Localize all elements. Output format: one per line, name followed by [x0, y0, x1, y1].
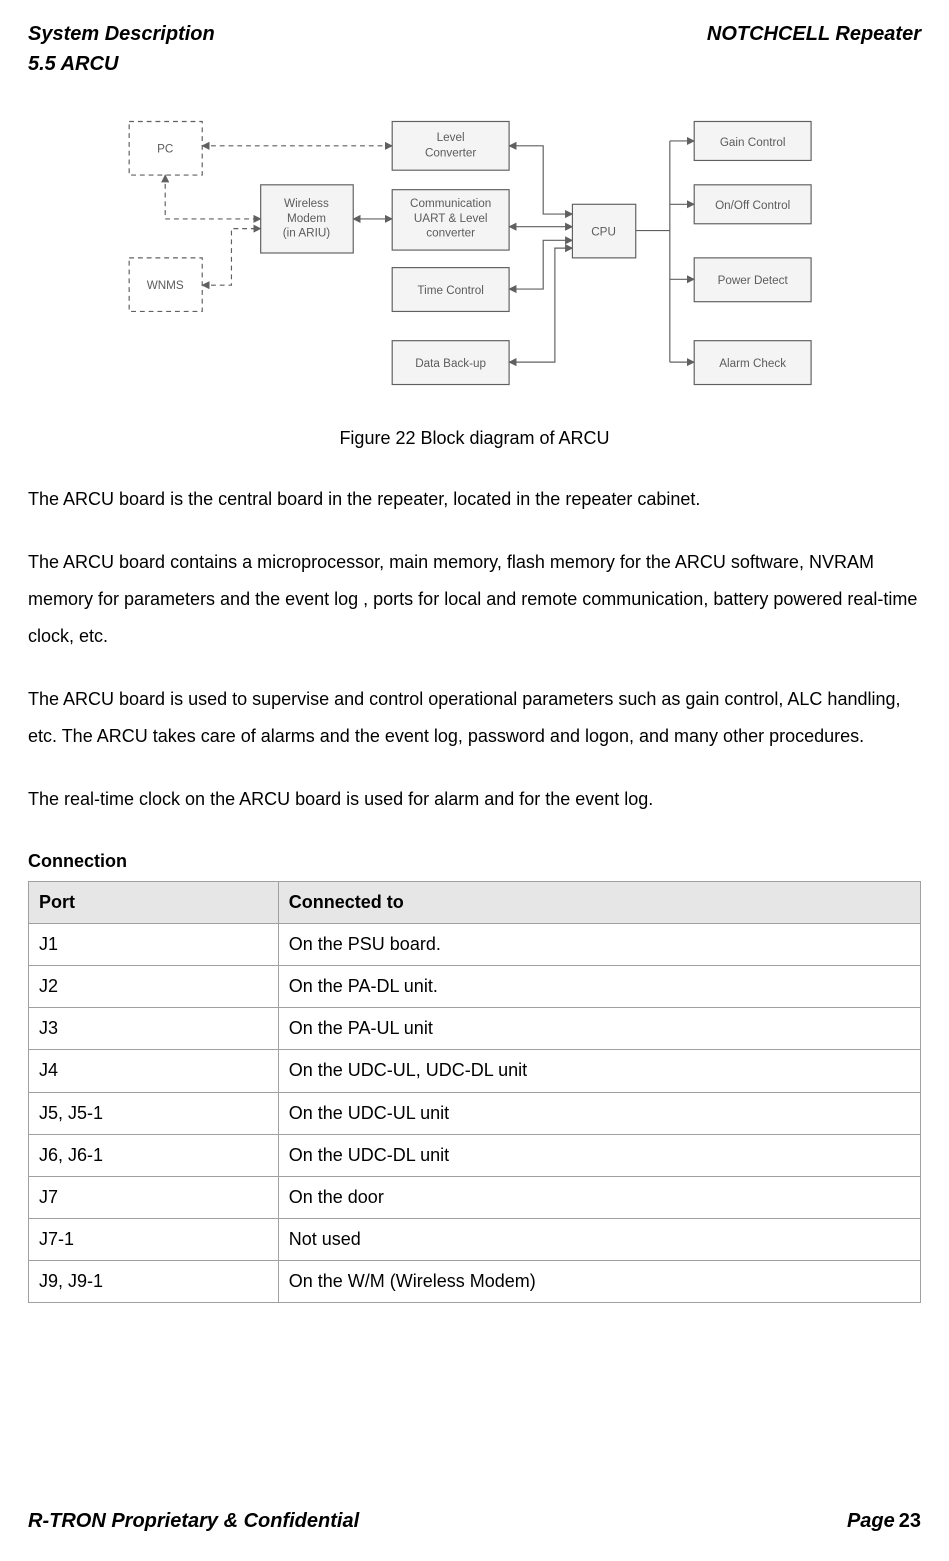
node-comm-line2: UART & Level: [413, 212, 487, 225]
node-backup: Data Back-up: [392, 341, 509, 385]
node-comm-line1: Communication: [410, 197, 491, 210]
cell-port: J5, J5-1: [29, 1092, 279, 1134]
node-wm: Wireless Modem (in ARIU): [260, 185, 353, 253]
table-row: J6, J6-1 On the UDC-DL unit: [29, 1134, 921, 1176]
table-header-row: Port Connected to: [29, 881, 921, 923]
footer-page: Page23: [847, 1507, 921, 1535]
edge-wnms-wm: [202, 229, 260, 286]
node-gain: Gain Control: [694, 121, 811, 160]
page-header: System Description NOTCHCELL Repeater: [28, 20, 921, 48]
edge-lvl-cpu: [509, 146, 572, 214]
node-power-label: Power Detect: [717, 274, 788, 287]
paragraph: The ARCU board is the central board in t…: [28, 481, 921, 518]
footer-page-number: 23: [899, 1510, 921, 1532]
node-pc-label: PC: [157, 143, 173, 156]
node-wnms: WNMS: [129, 258, 202, 312]
node-time-label: Time Control: [417, 284, 483, 297]
node-alarm: Alarm Check: [694, 341, 811, 385]
table-row: J5, J5-1 On the UDC-UL unit: [29, 1092, 921, 1134]
node-gain-label: Gain Control: [719, 136, 785, 149]
node-wnms-label: WNMS: [146, 279, 183, 292]
cell-port: J2: [29, 965, 279, 1007]
page: System Description NOTCHCELL Repeater 5.…: [0, 0, 949, 1561]
paragraph: The ARCU board is used to supervise and …: [28, 681, 921, 755]
body-text: The ARCU board is the central board in t…: [28, 481, 921, 843]
cell-connected: On the UDC-UL, UDC-DL unit: [278, 1050, 920, 1092]
cell-connected: On the UDC-UL unit: [278, 1092, 920, 1134]
cell-connected: On the PA-DL unit.: [278, 965, 920, 1007]
cell-port: J3: [29, 1008, 279, 1050]
cell-port: J1: [29, 923, 279, 965]
cell-connected: Not used: [278, 1219, 920, 1261]
section-heading: 5.5 ARCU: [28, 50, 921, 78]
node-backup-label: Data Back-up: [415, 357, 486, 370]
table-row: J7-1 Not used: [29, 1219, 921, 1261]
table-header-port: Port: [29, 881, 279, 923]
node-lvl-line1: Level: [436, 131, 464, 144]
node-time: Time Control: [392, 268, 509, 312]
cell-connected: On the PA-UL unit: [278, 1008, 920, 1050]
node-wm-line2: Modem: [286, 212, 325, 225]
table-row: J2 On the PA-DL unit.: [29, 965, 921, 1007]
paragraph: The real-time clock on the ARCU board is…: [28, 781, 921, 818]
figure-container: PC WNMS Wireless Modem (in ARIU) Level C…: [28, 102, 921, 404]
cell-connected: On the W/M (Wireless Modem): [278, 1261, 920, 1303]
node-onoff-label: On/Off Control: [715, 199, 790, 212]
connection-heading: Connection: [28, 849, 921, 874]
node-comm: Communication UART & Level converter: [392, 190, 509, 250]
node-lvl: Level Converter: [392, 121, 509, 170]
cell-connected: On the door: [278, 1176, 920, 1218]
table-row: J1 On the PSU board.: [29, 923, 921, 965]
cell-port: J4: [29, 1050, 279, 1092]
node-power: Power Detect: [694, 258, 811, 302]
block-diagram: PC WNMS Wireless Modem (in ARIU) Level C…: [95, 102, 855, 404]
cell-port: J7: [29, 1176, 279, 1218]
cell-port: J7-1: [29, 1219, 279, 1261]
node-cpu-label: CPU: [591, 225, 616, 238]
cell-port: J6, J6-1: [29, 1134, 279, 1176]
header-left: System Description: [28, 20, 215, 48]
connection-table: Port Connected to J1 On the PSU board. J…: [28, 881, 921, 1304]
cell-connected: On the PSU board.: [278, 923, 920, 965]
cell-port: J9, J9-1: [29, 1261, 279, 1303]
footer-left: R-TRON Proprietary & Confidential: [28, 1507, 359, 1535]
footer-page-label: Page: [847, 1510, 895, 1532]
table-row: J3 On the PA-UL unit: [29, 1008, 921, 1050]
edge-backup-cpu: [509, 248, 572, 362]
header-right: NOTCHCELL Repeater: [707, 20, 921, 48]
node-wm-line1: Wireless: [284, 197, 329, 210]
node-wm-line3: (in ARIU): [282, 226, 330, 239]
table-row: J7 On the door: [29, 1176, 921, 1218]
figure-caption: Figure 22 Block diagram of ARCU: [28, 426, 921, 451]
paragraph: The ARCU board contains a microprocessor…: [28, 544, 921, 655]
node-onoff: On/Off Control: [694, 185, 811, 224]
table-row: J9, J9-1 On the W/M (Wireless Modem): [29, 1261, 921, 1303]
node-alarm-label: Alarm Check: [719, 357, 786, 370]
page-footer: R-TRON Proprietary & Confidential Page23: [28, 1507, 921, 1535]
node-lvl-line2: Converter: [424, 147, 475, 160]
cell-connected: On the UDC-DL unit: [278, 1134, 920, 1176]
node-cpu: CPU: [572, 204, 635, 258]
edge-pc-wm: [165, 175, 260, 219]
table-row: J4 On the UDC-UL, UDC-DL unit: [29, 1050, 921, 1092]
node-comm-line3: converter: [426, 226, 475, 239]
table-header-connected: Connected to: [278, 881, 920, 923]
node-pc: PC: [129, 121, 202, 175]
spacer: [28, 1303, 921, 1507]
